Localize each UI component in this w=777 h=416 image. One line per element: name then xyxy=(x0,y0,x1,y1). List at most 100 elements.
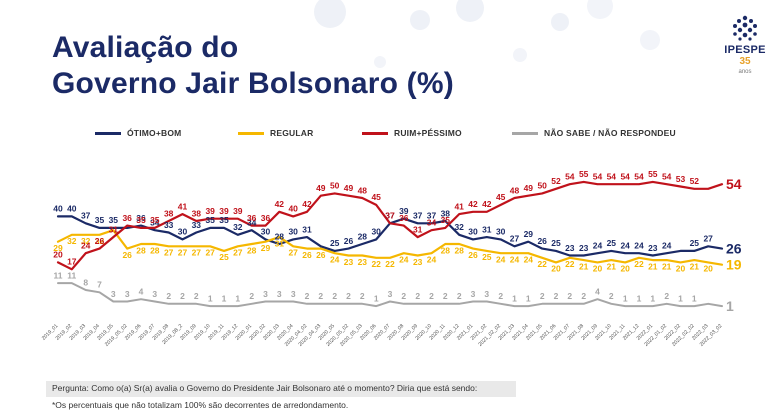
data-label: 1 xyxy=(526,293,531,303)
data-label: 2 xyxy=(581,291,586,301)
data-label: 40 xyxy=(288,204,298,214)
data-label: 30 xyxy=(288,227,298,237)
data-label: 28 xyxy=(454,245,464,255)
page-title: Avaliação do Governo Jair Bolsonaro (%) xyxy=(52,30,454,102)
data-label: 24 xyxy=(634,240,644,250)
data-label: 27 xyxy=(192,248,202,258)
data-label: 22 xyxy=(565,259,575,269)
data-label: 1 xyxy=(678,293,683,303)
data-label: 32 xyxy=(233,222,243,232)
ipespe-logo: IPESPE 35 anos xyxy=(720,14,770,80)
data-label: 24 xyxy=(620,240,630,250)
data-label: 36 xyxy=(399,213,409,223)
data-label: 20 xyxy=(551,264,561,274)
data-label: 21 xyxy=(690,261,700,271)
data-label: 11 xyxy=(67,270,76,280)
data-label: 49 xyxy=(316,183,326,193)
data-label: 11 xyxy=(54,270,63,280)
data-label: 52 xyxy=(690,176,700,186)
data-label: 32 xyxy=(67,236,77,246)
data-label: 37 xyxy=(427,211,437,221)
data-label: 2 xyxy=(180,291,185,301)
data-label: 3 xyxy=(263,289,268,299)
data-label: 39 xyxy=(205,206,215,216)
data-label: 21 xyxy=(579,261,589,271)
data-label: 22 xyxy=(371,259,381,269)
data-label: 28 xyxy=(247,245,257,255)
title-line-1: Avaliação do xyxy=(52,31,239,64)
data-label: 2 xyxy=(457,291,462,301)
data-label-last-0: 26 xyxy=(726,241,742,257)
legend-swatch-regular xyxy=(238,131,264,135)
data-label: 27 xyxy=(178,248,188,258)
data-label: 2 xyxy=(415,291,420,301)
data-label: 3 xyxy=(111,289,116,299)
data-label: 39 xyxy=(399,206,409,216)
data-label: 21 xyxy=(607,261,617,271)
data-label: 7 xyxy=(97,280,102,290)
data-label: 1 xyxy=(222,293,227,303)
data-label: 48 xyxy=(510,185,520,195)
data-label: 45 xyxy=(371,192,381,202)
data-label: 35 xyxy=(95,215,105,225)
legend-item-regular: REGULAR xyxy=(238,124,313,142)
data-label: 32 xyxy=(454,222,464,232)
data-label: 21 xyxy=(648,261,658,271)
data-label: 2 xyxy=(166,291,171,301)
series-line-3 xyxy=(57,282,723,308)
legend-item-otimo-bom: ÓTIMO+BOM xyxy=(95,124,181,142)
legend-swatch-ruim-pessimo xyxy=(362,131,388,135)
data-label: 39 xyxy=(233,206,243,216)
data-label: 42 xyxy=(468,199,478,209)
data-label: 48 xyxy=(358,185,368,195)
data-label: 3 xyxy=(388,289,393,299)
data-label: 2 xyxy=(443,291,448,301)
legend-item-nao-sabe: NÃO SABE / NÃO RESPONDEU xyxy=(512,124,676,142)
data-label: 45 xyxy=(496,192,506,202)
data-label: 2 xyxy=(401,291,406,301)
data-label: 42 xyxy=(302,199,312,209)
data-label: 30 xyxy=(371,227,381,237)
data-label-last-3: 1 xyxy=(726,298,734,314)
data-label: 50 xyxy=(537,181,547,191)
data-label: 2 xyxy=(664,291,669,301)
data-label: 25 xyxy=(551,238,561,248)
data-label: 23 xyxy=(648,243,658,253)
question-box xyxy=(46,381,516,397)
data-label: 26 xyxy=(344,236,354,246)
data-label: 28 xyxy=(441,245,451,255)
data-label: 27 xyxy=(703,234,713,244)
data-label: 24 xyxy=(496,254,506,264)
data-label: 26 xyxy=(122,250,132,260)
data-label: 38 xyxy=(441,208,451,218)
data-label: 20 xyxy=(620,264,630,274)
data-label: 3 xyxy=(125,289,130,299)
data-label: 21 xyxy=(662,261,672,271)
data-label: 27 xyxy=(205,248,215,258)
data-label: 1 xyxy=(208,293,213,303)
data-label: 26 xyxy=(316,250,326,260)
data-label: 38 xyxy=(192,208,202,218)
data-label: 34 xyxy=(427,217,437,227)
data-label: 20 xyxy=(676,264,686,274)
data-label: 1 xyxy=(650,293,655,303)
data-label: 4 xyxy=(595,286,600,296)
data-label: 29 xyxy=(261,243,271,253)
data-label: 36 xyxy=(247,213,257,223)
data-label: 2 xyxy=(567,291,572,301)
data-label: 26 xyxy=(302,250,312,260)
data-label: 54 xyxy=(565,171,575,181)
data-label: 30 xyxy=(496,227,506,237)
logo-years: 35 xyxy=(739,56,751,67)
data-label: 35 xyxy=(150,215,160,225)
data-label: 37 xyxy=(81,211,91,221)
legend-label-nao-sabe: NÃO SABE / NÃO RESPONDEU xyxy=(544,128,676,138)
data-label: 3 xyxy=(291,289,296,299)
data-label: 1 xyxy=(512,293,517,303)
data-label: 37 xyxy=(385,211,395,221)
data-label: 36 xyxy=(122,213,132,223)
data-label: 22 xyxy=(385,259,395,269)
data-label: 23 xyxy=(358,257,368,267)
data-label: 31 xyxy=(413,224,423,234)
